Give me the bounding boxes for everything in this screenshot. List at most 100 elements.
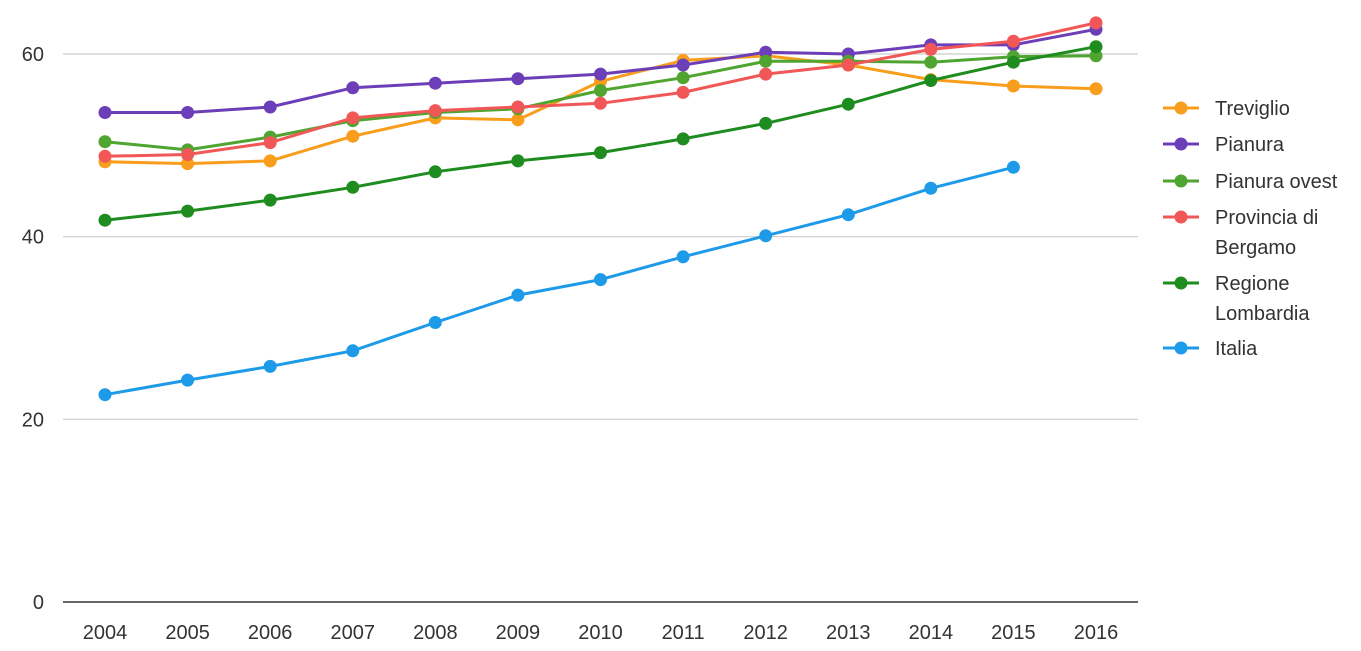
x-tick-label: 2006 (248, 622, 293, 644)
legend-entry: Provincia di Bergamo (1163, 207, 1318, 259)
data-point (759, 229, 773, 243)
x-tick-label: 2012 (743, 622, 788, 644)
legend-entry: Regione Lombardia (1163, 273, 1310, 325)
data-point (263, 100, 277, 114)
y-tick-label: 20 (22, 409, 44, 431)
x-tick-label: 2005 (165, 622, 210, 644)
x-tick-label: 2015 (991, 622, 1036, 644)
y-tick-label: 40 (22, 227, 44, 249)
data-point (924, 181, 938, 195)
data-point (1006, 79, 1020, 93)
data-point (511, 154, 525, 168)
data-point (759, 45, 773, 59)
data-point (263, 193, 277, 207)
legend-label: Bergamo (1215, 237, 1296, 259)
y-tick-label: 60 (22, 44, 44, 66)
legend-entry: Pianura ovest (1163, 171, 1338, 193)
data-point (759, 67, 773, 81)
data-point (98, 135, 112, 149)
legend-swatch-marker (1174, 174, 1188, 188)
legend-label: Italia (1215, 338, 1258, 360)
data-point (676, 71, 690, 85)
series-layer (98, 16, 1103, 402)
data-point (511, 100, 525, 114)
legend: Treviglio Pianura Pianura ovest Provincia d… (1163, 98, 1338, 360)
legend-swatch-marker (1174, 101, 1188, 115)
x-tick-label: 2009 (496, 622, 541, 644)
data-point (263, 136, 277, 150)
data-point (676, 250, 690, 264)
data-point (181, 106, 195, 119)
x-tick-label: 2013 (826, 622, 871, 644)
data-point (98, 388, 112, 402)
legend-label: Regione (1215, 273, 1290, 295)
data-point (1089, 49, 1103, 63)
data-point (594, 84, 607, 97)
data-point (676, 58, 690, 72)
legend-label: Pianura ovest (1215, 171, 1338, 193)
data-point (594, 67, 607, 81)
data-point (181, 373, 195, 387)
legend-entry: Italia (1163, 338, 1258, 360)
data-point (1089, 82, 1103, 96)
data-point (98, 149, 112, 163)
data-point (924, 74, 938, 87)
data-point (594, 273, 607, 287)
data-point (263, 359, 277, 373)
x-tick-label: 2010 (578, 622, 623, 644)
data-point (511, 288, 525, 302)
legend-label: Pianura (1215, 134, 1285, 156)
data-point (924, 42, 938, 56)
data-point (346, 111, 360, 125)
data-point (594, 146, 607, 160)
data-point (841, 58, 855, 72)
data-point (511, 72, 525, 86)
x-tick-label: 2007 (331, 622, 376, 644)
x-tick-label: 2008 (413, 622, 458, 644)
series-regione-lombardia (98, 40, 1103, 227)
legend-swatch-marker (1174, 210, 1188, 224)
data-point (594, 96, 607, 110)
legend-entry: Treviglio (1163, 98, 1290, 120)
legend-label: Treviglio (1215, 98, 1290, 120)
data-point (676, 132, 690, 146)
data-point (98, 213, 112, 227)
x-tick-label: 2004 (83, 622, 128, 644)
axis-layer: 0 20 40 60 2004 2005 2006 2007 2008 2009 2010 2011 2… (22, 44, 1138, 644)
data-point (428, 76, 442, 90)
data-point (759, 116, 773, 130)
data-point (1006, 160, 1020, 174)
data-point (759, 54, 773, 68)
series-line (103, 165, 1015, 397)
series-provincia-di-bergamo (98, 16, 1103, 163)
data-point (263, 154, 277, 168)
y-tick-label: 0 (33, 592, 44, 614)
legend-entry: Pianura (1163, 134, 1285, 156)
legend-label: Lombardia (1215, 303, 1310, 325)
data-point (924, 55, 938, 69)
legend-swatch-marker (1174, 276, 1188, 290)
data-point (181, 157, 195, 171)
data-point (346, 180, 360, 194)
data-point (181, 148, 195, 161)
data-point (1006, 55, 1020, 69)
data-point (511, 113, 525, 127)
legend-swatch-marker (1174, 137, 1188, 151)
legend-swatch-marker (1174, 341, 1188, 355)
data-point (346, 81, 360, 95)
grid-layer (63, 53, 1138, 420)
data-point (181, 204, 195, 218)
legend-label: Provincia di (1215, 207, 1318, 229)
data-point (1089, 40, 1103, 54)
x-tick-label: 2011 (662, 622, 705, 644)
data-point (428, 104, 442, 118)
data-point (346, 344, 360, 358)
data-point (1089, 16, 1103, 30)
data-point (841, 208, 855, 222)
data-point (1006, 34, 1020, 48)
data-point (346, 129, 360, 143)
data-point (841, 97, 855, 111)
x-tick-label: 2014 (909, 622, 954, 644)
